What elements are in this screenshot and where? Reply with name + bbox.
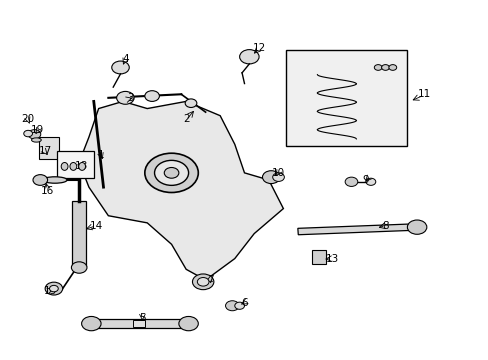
Bar [72,202,86,266]
Bar [39,137,59,158]
Ellipse shape [42,177,67,183]
Ellipse shape [79,162,85,170]
Circle shape [366,178,375,185]
Circle shape [197,278,208,286]
Text: 12: 12 [252,43,265,53]
Ellipse shape [70,162,77,170]
Circle shape [28,130,41,139]
Circle shape [373,64,381,70]
Text: 20: 20 [21,114,35,124]
Circle shape [179,316,198,331]
Circle shape [81,316,101,331]
Bar [132,320,144,327]
Text: 18: 18 [75,161,88,171]
Text: 3: 3 [127,93,133,103]
Circle shape [225,301,239,311]
Text: 2: 2 [183,114,189,124]
Text: 17: 17 [39,147,52,157]
Text: 19: 19 [31,125,44,135]
Text: 8: 8 [382,221,388,231]
Circle shape [33,175,47,185]
Circle shape [45,282,62,295]
Text: 14: 14 [89,221,102,231]
Text: 11: 11 [417,89,430,99]
Circle shape [407,220,426,234]
Circle shape [388,64,396,70]
Text: 7: 7 [207,275,213,285]
Polygon shape [79,102,283,280]
Circle shape [49,285,58,292]
Ellipse shape [31,138,41,142]
Circle shape [24,130,32,137]
Circle shape [144,91,159,102]
Circle shape [234,302,244,309]
Text: 6: 6 [241,298,247,308]
Text: 1: 1 [98,150,104,160]
Bar [86,319,193,328]
Ellipse shape [61,162,68,170]
Text: 16: 16 [41,186,54,196]
Bar [311,249,325,264]
Circle shape [185,99,197,108]
Bar [57,152,94,178]
Circle shape [345,177,357,186]
Circle shape [71,262,87,273]
Circle shape [144,153,198,193]
Circle shape [164,167,179,178]
Circle shape [112,61,129,74]
Circle shape [154,160,188,185]
Circle shape [239,50,259,64]
Text: 5: 5 [139,312,145,323]
Text: 10: 10 [271,168,285,178]
Circle shape [116,91,134,104]
Text: 15: 15 [43,286,57,296]
Text: 9: 9 [362,175,368,185]
Circle shape [381,64,388,70]
Text: 4: 4 [122,54,128,64]
Bar [285,50,407,146]
Text: 13: 13 [325,253,338,264]
Polygon shape [297,224,414,235]
Circle shape [272,173,284,181]
Circle shape [262,171,280,184]
Circle shape [192,274,213,290]
